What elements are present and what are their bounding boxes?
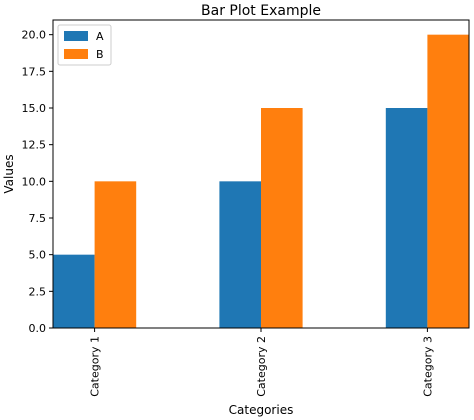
legend-label-b: B bbox=[96, 48, 104, 61]
legend-label-a: A bbox=[96, 30, 104, 43]
x-tick-label: Category 2 bbox=[255, 336, 268, 397]
x-axis-label: Categories bbox=[229, 403, 294, 417]
y-tick-label: 10.0 bbox=[22, 175, 47, 188]
x-tick-label: Category 3 bbox=[421, 336, 434, 397]
plot-frame bbox=[52, 19, 470, 329]
bar-series-a-cat-2 bbox=[219, 181, 261, 328]
legend-swatch-a bbox=[64, 31, 88, 41]
y-tick-label: 15.0 bbox=[22, 102, 47, 115]
y-tick-label: 12.5 bbox=[22, 139, 47, 152]
bar-series-b-cat-2 bbox=[261, 108, 303, 328]
bars-group bbox=[53, 34, 469, 329]
bar-series-b-cat-1 bbox=[94, 181, 137, 328]
y-tick-label: 7.5 bbox=[29, 212, 47, 225]
y-tick-label: 2.5 bbox=[29, 285, 47, 298]
legend-swatch-b bbox=[64, 49, 88, 59]
bar-series-a-cat-3 bbox=[385, 108, 428, 328]
x-tick-label: Category 1 bbox=[89, 336, 102, 397]
y-tick-label: 20.0 bbox=[22, 29, 47, 42]
chart-title: Bar Plot Example bbox=[201, 3, 321, 19]
y-tick-label: 0.0 bbox=[29, 322, 47, 335]
y-tick-label: 5.0 bbox=[29, 249, 47, 262]
y-axis-ticks: 0.0 2.5 5.0 7.5 10.0 12.5 15.0 17.5 20.0 bbox=[22, 29, 53, 335]
legend: A B bbox=[57, 24, 112, 66]
y-tick-label: 17.5 bbox=[22, 65, 47, 78]
x-axis-ticks: Category 1 Category 2 Category 3 bbox=[89, 328, 434, 397]
bar-series-b-cat-3 bbox=[427, 34, 469, 329]
bar-series-a-cat-1 bbox=[53, 254, 95, 328]
y-axis-label: Values bbox=[2, 154, 16, 193]
